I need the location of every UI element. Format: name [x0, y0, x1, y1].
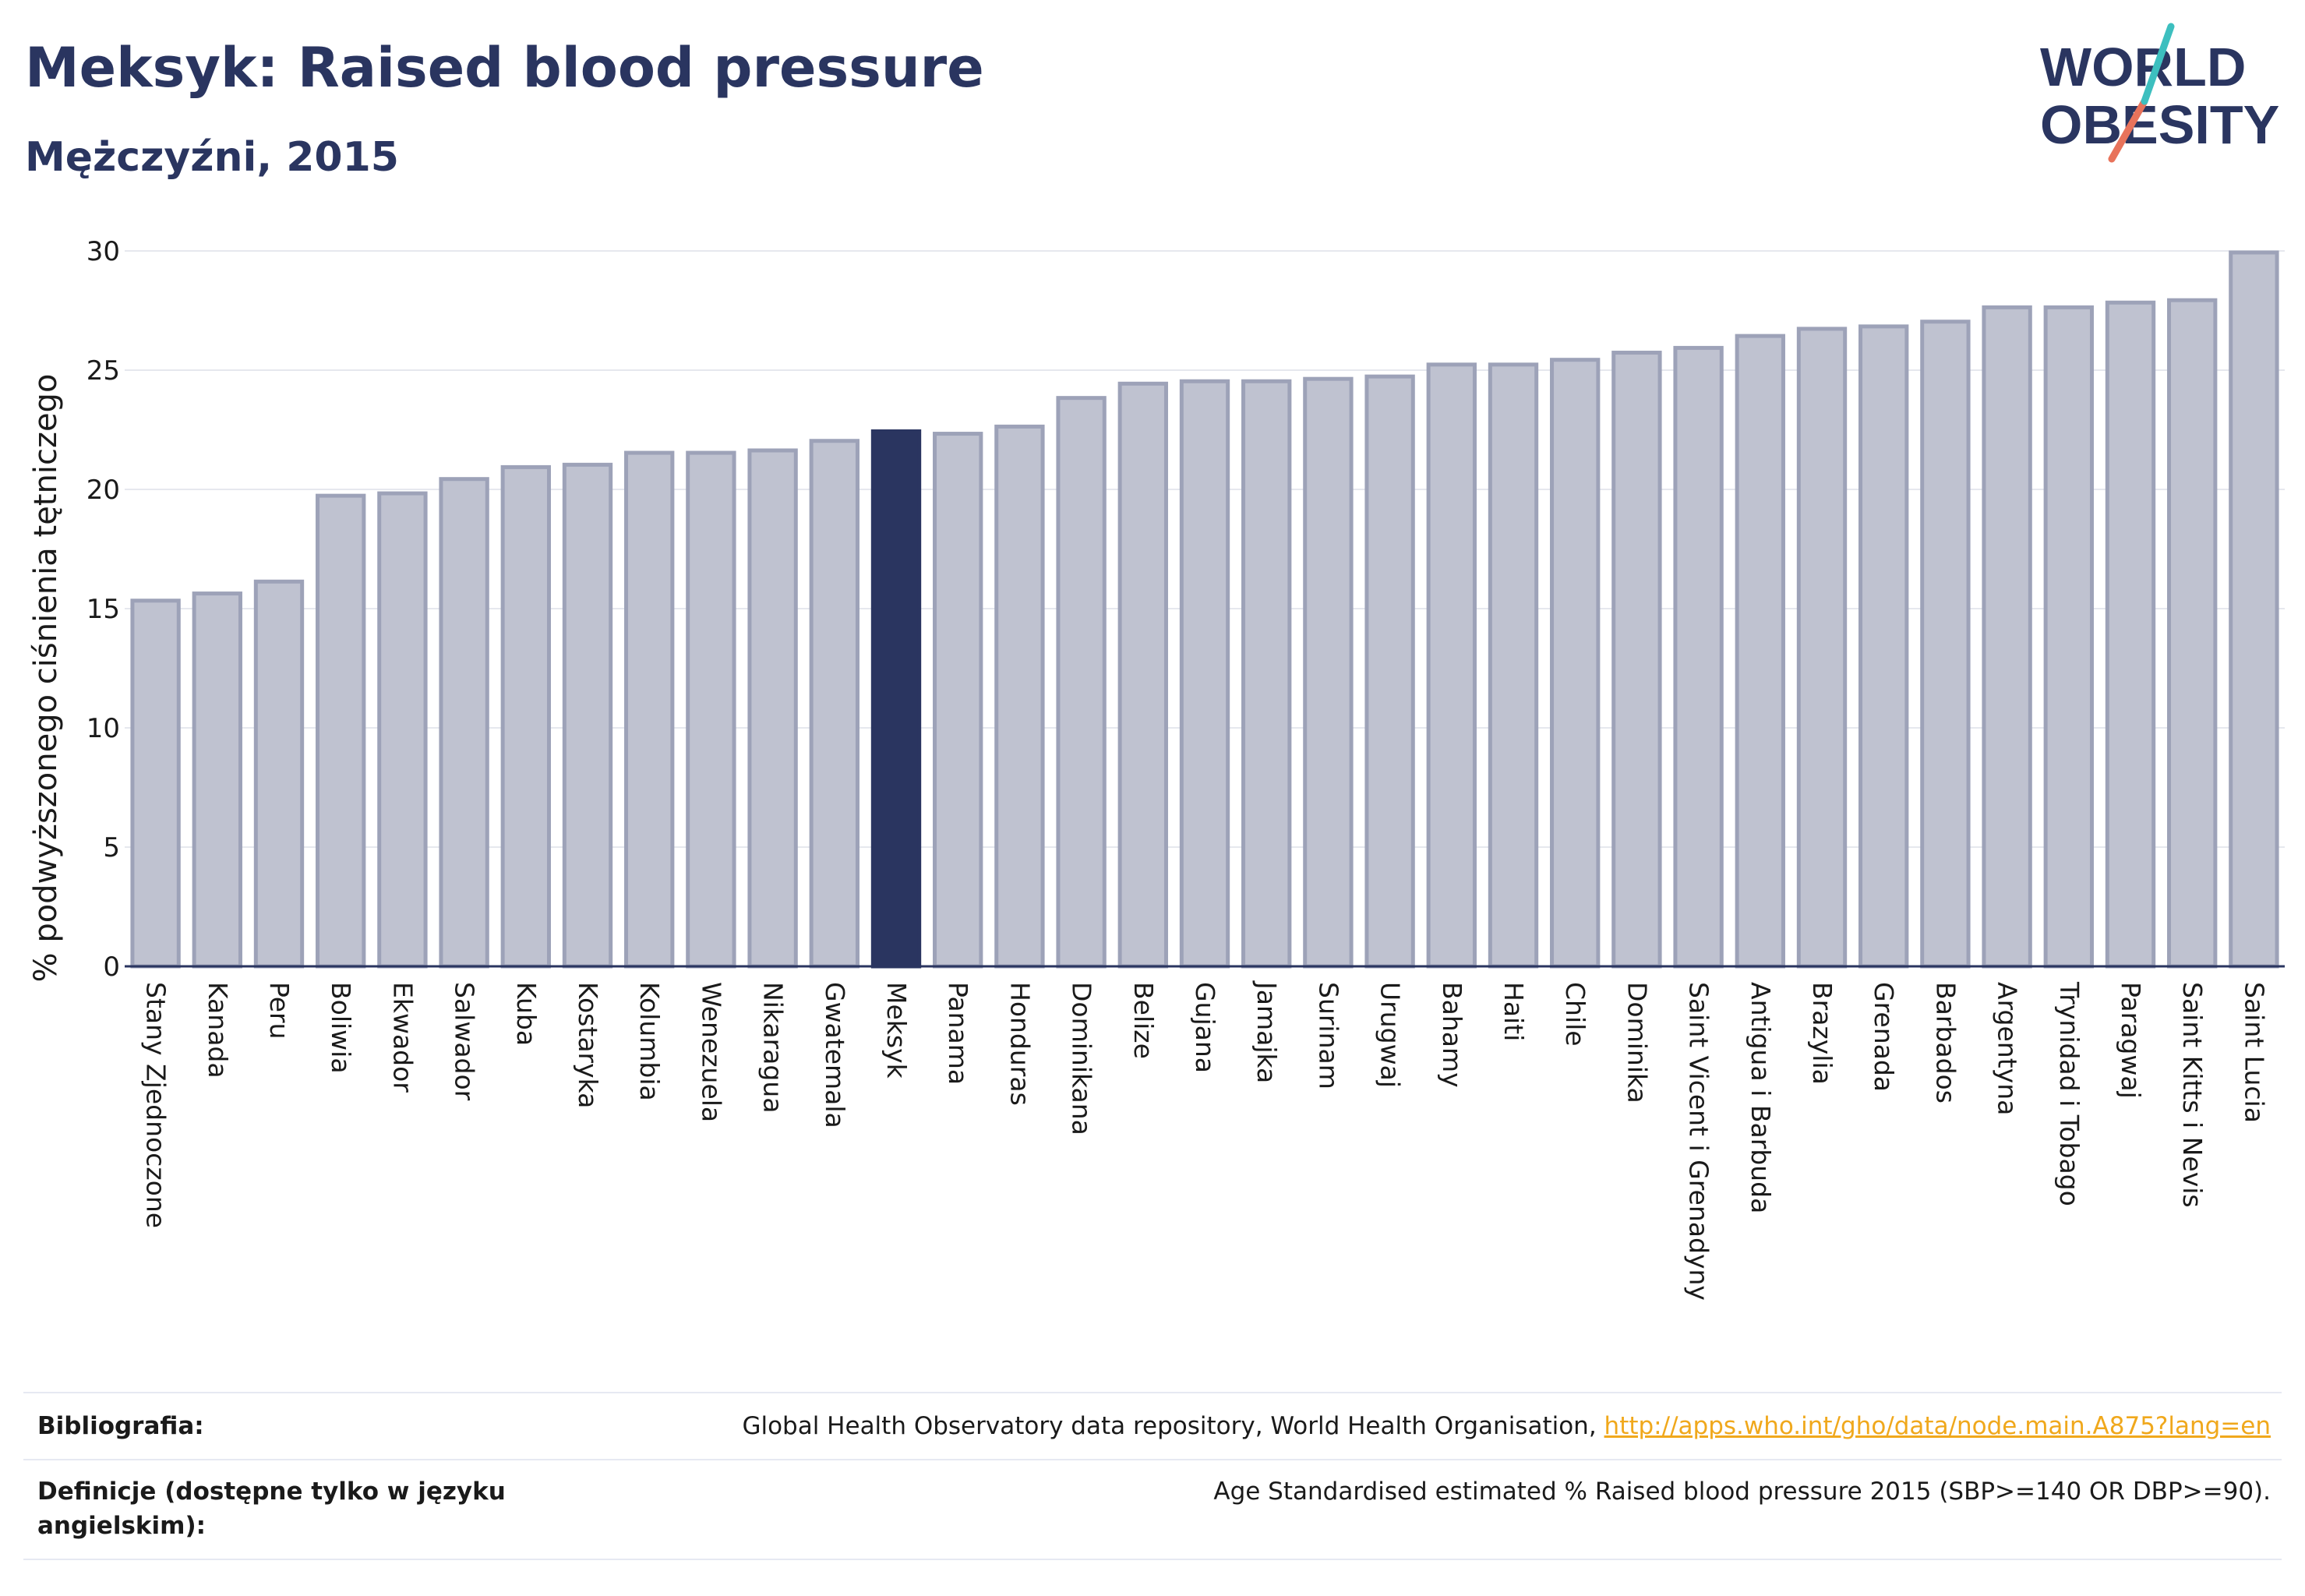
x-tick-label: Kuba — [511, 982, 542, 1046]
x-tick-label: Dominika — [1622, 982, 1652, 1103]
bar-chart: 0 5 10 15 20 25 30 Stany Zjednoczone Kanada Peru… — [28, 236, 2285, 1301]
x-tick-label: Dominikana — [1067, 982, 1097, 1135]
definitions-label: Definicje (dostępne tylko w języku angie… — [37, 1478, 506, 1540]
bar — [562, 462, 613, 969]
bar — [1550, 358, 1601, 969]
y-tick-label: 30 — [86, 236, 120, 267]
bar — [624, 450, 675, 969]
y-tick-label: 0 — [103, 952, 120, 983]
x-tick-label: Boliwia — [326, 982, 356, 1074]
x-tick-label: Bahamy — [1437, 982, 1467, 1088]
bar — [1426, 362, 1477, 969]
y-tick-label: 25 — [86, 355, 120, 387]
x-tick-label: Gujana — [1190, 982, 1220, 1073]
bar — [1920, 320, 1971, 969]
x-tick-label: Stany Zjednoczone — [141, 982, 171, 1228]
x-tick-label: Kostaryka — [573, 982, 603, 1108]
bar — [994, 424, 1045, 969]
x-tick-label: Saint Vicent i Grenadyny — [1684, 982, 1714, 1301]
bar — [1488, 362, 1539, 969]
bar — [1241, 379, 1292, 969]
bar — [870, 429, 922, 969]
bar — [2043, 305, 2094, 969]
bar — [1364, 374, 1415, 969]
x-tick-label: Argentyna — [1993, 982, 2023, 1115]
bar — [130, 598, 181, 969]
bibliography-value: Global Health Observatory data repositor… — [742, 1409, 2271, 1443]
definitions-value: Age Standardised estimated % Raised bloo… — [1213, 1478, 2271, 1506]
bar — [316, 493, 366, 969]
bar — [253, 579, 305, 969]
bar — [1858, 324, 1909, 969]
x-tick-label: Kolumbia — [634, 982, 665, 1101]
y-tick-labels: 0 5 10 15 20 25 30 — [86, 236, 120, 983]
x-tick-label: Saint Lucia — [2239, 982, 2269, 1123]
x-tick-label: Wenezuela — [696, 982, 726, 1122]
bar — [686, 450, 736, 969]
bars — [130, 250, 2279, 969]
x-tick-label: Surinam — [1313, 982, 1343, 1089]
x-tick-label: Honduras — [1004, 982, 1035, 1106]
x-tick-label: Haiti — [1498, 982, 1529, 1041]
bar — [1611, 351, 1662, 969]
bar — [1303, 376, 1354, 969]
x-tick-label: Saint Kitts i Nevis — [2177, 982, 2208, 1208]
bar — [2167, 298, 2218, 969]
svg-text:WORLD: WORLD — [2040, 37, 2246, 97]
x-tick-label: Ekwador — [387, 982, 418, 1093]
x-tick-label: Kanada — [203, 982, 233, 1079]
bar — [1673, 345, 1724, 969]
bibliography-link[interactable]: http://apps.who.int/gho/data/node.main.A… — [1604, 1412, 2271, 1440]
bibliography-row: Bibliografia: Global Health Observatory … — [23, 1392, 2282, 1459]
x-tick-label: Belize — [1128, 982, 1159, 1059]
bar — [1982, 305, 2032, 969]
y-axis-title: % podwyższonego ciśnienia tętniczego — [28, 374, 64, 983]
chart-subtitle: Mężczyźni, 2015 — [25, 134, 399, 181]
bar — [1056, 396, 1107, 969]
bar — [1117, 381, 1168, 969]
bar — [439, 477, 489, 969]
bar — [192, 591, 242, 969]
y-tick-label: 10 — [86, 713, 120, 744]
x-tick-label: Paragwaj — [2116, 982, 2146, 1099]
x-tick-label: Panama — [943, 982, 973, 1085]
x-tick-label: Peru — [264, 982, 295, 1040]
x-tick-label: Gwatemala — [820, 982, 850, 1128]
x-tick-label: Salwador — [450, 982, 480, 1101]
bar — [1796, 327, 1848, 969]
bar — [2105, 300, 2156, 969]
bar — [809, 439, 860, 969]
y-tick-label: 15 — [86, 594, 120, 625]
y-tick-label: 5 — [103, 832, 120, 863]
world-obesity-logo: WORLD OBESITY — [2040, 23, 2279, 163]
x-tick-label: Jamajka — [1251, 980, 1282, 1083]
bar — [1735, 334, 1785, 969]
definitions-row: Definicje (dostępne tylko w języku angie… — [23, 1459, 2282, 1560]
x-tick-label: Trynidad i Tobago — [2054, 981, 2084, 1206]
bar — [2229, 250, 2279, 969]
svg-text:OBESITY: OBESITY — [2040, 94, 2279, 155]
x-tick-label: Nikaragua — [758, 982, 789, 1113]
bibliography-label: Bibliografia: — [37, 1412, 204, 1440]
bar — [933, 432, 983, 969]
x-tick-label: Urugwaj — [1375, 982, 1406, 1088]
x-tick-label: Barbados — [1930, 982, 1961, 1103]
chart-title: Meksyk: Raised blood pressure — [25, 36, 984, 100]
x-tick-label: Brazylia — [1807, 982, 1837, 1085]
footer-table: Bibliografia: Global Health Observatory … — [23, 1392, 2282, 1560]
bar — [500, 464, 551, 969]
x-tick-labels: Stany Zjednoczone Kanada Peru Boliwia Ekwado… — [141, 980, 2270, 1301]
x-tick-label: Chile — [1560, 982, 1590, 1047]
bar — [1179, 379, 1230, 969]
x-tick-label: Antigua i Barbuda — [1746, 982, 1776, 1213]
bar — [377, 491, 428, 969]
x-tick-label: Meksyk — [881, 982, 912, 1079]
bar — [747, 448, 798, 969]
y-tick-label: 20 — [86, 475, 120, 506]
x-tick-label: Grenada — [1869, 982, 1899, 1092]
bibliography-text: Global Health Observatory data repositor… — [742, 1412, 1604, 1440]
